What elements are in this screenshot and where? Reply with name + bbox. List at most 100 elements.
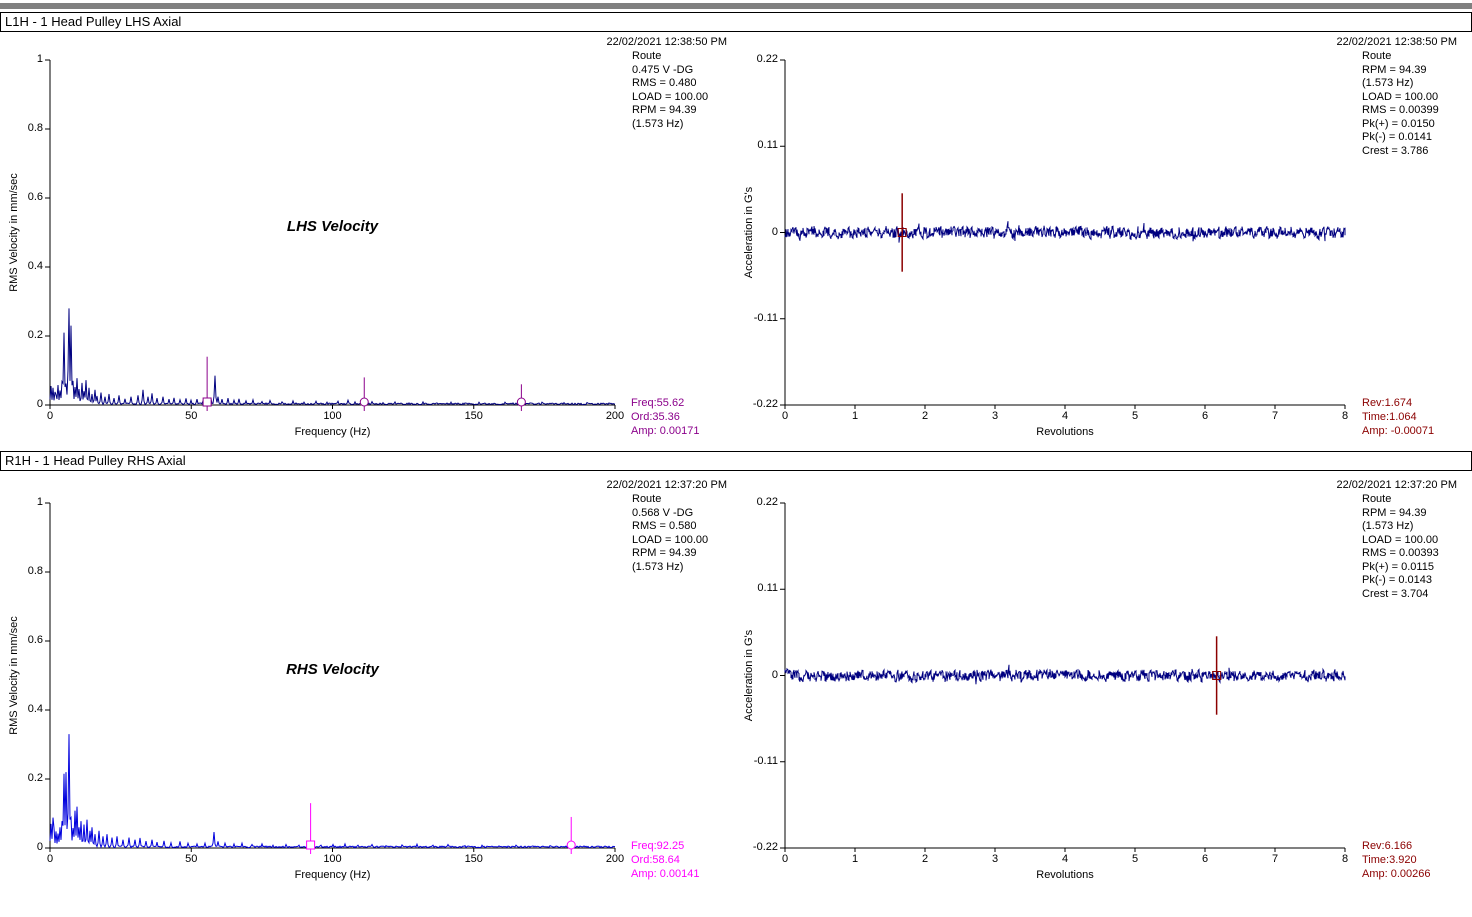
window-titlebar-rhs[interactable]: R1H - 1 Head Pulley RHS Axial <box>0 451 1472 471</box>
date-stamp: 22/02/2021 12:38:50 PM <box>606 36 727 48</box>
plot-area[interactable] <box>50 60 615 405</box>
y-tick-label: 0.4 <box>27 260 43 272</box>
annotation-line: LOAD = 100.00 <box>1362 533 1439 546</box>
y-tick-label: 0 <box>771 225 778 238</box>
cursor-marker-square[interactable] <box>1212 671 1222 680</box>
annotation-line: Pk(-) = 0.0143 <box>1362 574 1433 586</box>
annotation-line: 0.568 V -DG <box>632 506 694 519</box>
x-tick-label: 8 <box>1341 853 1349 865</box>
x-tick-label: 150 <box>464 853 483 865</box>
y-tick-label: 0.8 <box>27 122 43 134</box>
annotation-line: RMS = 0.580 <box>632 520 697 532</box>
spectrum-series <box>49 734 616 849</box>
y-axis-label: Acceleration in G's <box>742 186 755 278</box>
x-axis-label: Revolutions <box>1036 869 1094 881</box>
x-tick-label: 0 <box>46 410 54 422</box>
y-tick-label: 0.6 <box>27 191 43 203</box>
plot-area[interactable] <box>50 503 615 848</box>
y-tick-label: 1 <box>36 496 43 508</box>
annotation-line: Pk(-) = 0.0141 <box>1362 131 1433 143</box>
x-tick-label: 0 <box>46 853 54 865</box>
cursor-readout-line: Freq:92.25 <box>631 840 685 852</box>
x-tick-label: 6 <box>1201 410 1209 422</box>
y-tick-label: 0.8 <box>27 565 43 577</box>
annotation-line: Route <box>632 50 662 62</box>
y-tick-label: 0 <box>36 841 43 853</box>
cursor-marker-square[interactable] <box>897 228 907 237</box>
y-tick-label: 0.22 <box>756 53 778 65</box>
annotation-line: Pk(+) = 0.0150 <box>1362 117 1435 130</box>
rhs-acceleration-waveform <box>780 502 1346 852</box>
window-top-strip <box>0 3 1472 9</box>
cursor-marker-square[interactable] <box>202 397 212 407</box>
x-tick-label: 50 <box>185 853 198 865</box>
cursor-marker-circle[interactable] <box>566 840 576 850</box>
x-tick-label: 5 <box>1131 853 1139 865</box>
cursor-readout-line: Amp: 0.00266 <box>1362 868 1431 880</box>
y-tick-label: -0.22 <box>752 398 778 410</box>
y-axis-label: Acceleration in G's <box>742 629 755 721</box>
annotation-line: Route <box>1362 493 1392 505</box>
cursor-readout-line: Amp: 0.00171 <box>631 425 700 437</box>
x-axis-label: Revolutions <box>1036 426 1094 438</box>
x-tick-label: 0 <box>781 410 789 422</box>
waveform-series <box>784 664 1346 685</box>
y-tick-label: 0.22 <box>756 496 778 508</box>
annotation-line: Route <box>632 493 662 505</box>
y-tick-label: 1 <box>36 53 43 65</box>
cursor-marker-square[interactable] <box>306 840 316 850</box>
x-tick-label: 150 <box>464 410 483 422</box>
x-tick-label: 4 <box>1061 853 1069 865</box>
cursor-marker-circle[interactable] <box>359 397 369 407</box>
x-tick-label: 100 <box>323 853 342 865</box>
x-tick-label: 3 <box>991 410 999 422</box>
cursor-marker-circle[interactable] <box>516 397 526 407</box>
annotation-line: Route <box>1362 50 1392 62</box>
annotation-line: RMS = 0.00393 <box>1362 547 1439 559</box>
y-tick-label: 0.4 <box>27 703 43 715</box>
cursor-readout-line: Amp: 0.00141 <box>631 868 700 880</box>
annotation-line: RPM = 94.39 <box>1362 63 1427 76</box>
date-stamp: 22/02/2021 12:37:20 PM <box>606 479 727 491</box>
date-stamp: 22/02/2021 12:37:20 PM <box>1336 479 1457 491</box>
x-tick-label: 1 <box>851 853 859 865</box>
x-tick-label: 0 <box>781 853 789 865</box>
x-tick-label: 6 <box>1201 853 1209 865</box>
x-tick-label: 200 <box>605 853 625 865</box>
y-tick-label: 0.11 <box>757 582 778 595</box>
window-titlebar-lhs[interactable]: L1H - 1 Head Pulley LHS Axial <box>0 12 1472 32</box>
y-tick-label: -0.11 <box>753 311 778 324</box>
y-tick-label: 0 <box>771 668 778 681</box>
annotation-line: (1.573 Hz) <box>632 117 684 130</box>
lhs-velocity-spectrum <box>45 59 616 411</box>
x-tick-label: 8 <box>1341 410 1349 422</box>
y-tick-label: -0.11 <box>753 754 778 767</box>
y-tick-label: -0.22 <box>752 841 778 853</box>
y-axis-label: RMS Velocity in mm/sec <box>7 615 20 735</box>
y-tick-label: 0.2 <box>27 329 43 341</box>
annotation-line: Pk(+) = 0.0115 <box>1362 560 1434 573</box>
annotation-line: RPM = 94.39 <box>1362 506 1427 519</box>
annotation-line: LOAD = 100.00 <box>632 533 709 546</box>
cursor-readout-line: Rev:1.674 <box>1362 397 1413 409</box>
x-tick-label: 50 <box>185 410 198 422</box>
cursor-readout-line: Time:1.064 <box>1362 411 1417 423</box>
x-tick-label: 7 <box>1271 853 1279 865</box>
annotation-line: (1.573 Hz) <box>1362 520 1414 532</box>
rhs-velocity-spectrum <box>45 502 616 854</box>
annotation-line: (1.573 Hz) <box>632 560 684 573</box>
chart-label: LHS Velocity <box>286 218 379 235</box>
x-tick-label: 2 <box>921 853 929 865</box>
y-axis-label: RMS Velocity in mm/sec <box>7 172 20 292</box>
annotation-line: LOAD = 100.00 <box>632 90 709 103</box>
cursor-readout-line: Freq:55.62 <box>631 397 685 409</box>
cursor-readout-line: Ord:35.36 <box>631 411 680 423</box>
y-tick-label: 0.2 <box>27 772 43 784</box>
chart-label: RHS Velocity <box>286 661 379 678</box>
x-axis-label: Frequency (Hz) <box>294 869 371 881</box>
y-tick-label: 0 <box>36 398 43 410</box>
x-tick-label: 4 <box>1061 410 1069 422</box>
x-tick-label: 200 <box>605 410 625 422</box>
annotation-line: Crest = 3.786 <box>1362 144 1429 157</box>
